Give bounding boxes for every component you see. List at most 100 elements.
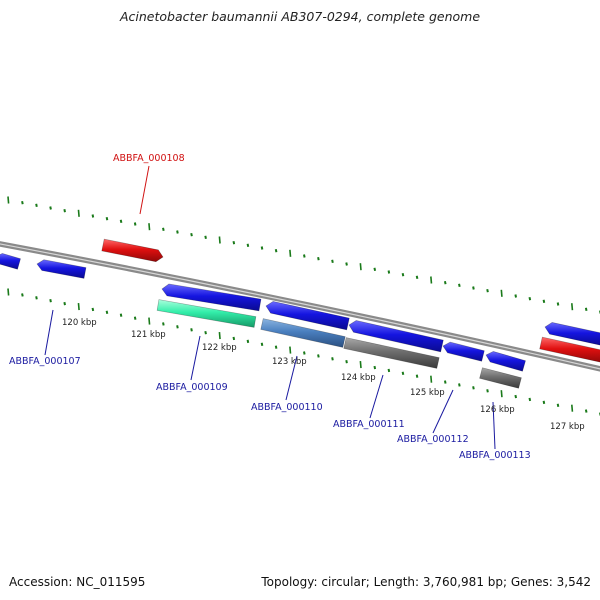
- gene-label-abbfa-000107[interactable]: ABBFA_000107: [9, 356, 81, 367]
- map-title: Acinetobacter baumannii AB307-0294, comp…: [119, 9, 481, 24]
- inner-tick: [556, 403, 560, 407]
- scale-label: 123 kbp: [272, 357, 307, 367]
- gene-label-abbfa-000109[interactable]: ABBFA_000109: [156, 382, 228, 393]
- inner-tick: [260, 342, 264, 346]
- outer-tick: [472, 286, 475, 290]
- gene-feature-block-d: [485, 351, 526, 372]
- inner-tick: [49, 299, 52, 303]
- outer-tick: [486, 288, 489, 293]
- outer-tick: [260, 246, 264, 250]
- gene-label-abbfa-000113[interactable]: ABBFA_000113: [459, 450, 531, 461]
- inner-tick: [514, 394, 518, 399]
- gene-feature-right-blue: [544, 322, 600, 346]
- scale-label: 125 kbp: [410, 388, 445, 398]
- outer-tick: [246, 243, 250, 248]
- outer-tick: [359, 263, 362, 271]
- label-leader-line: [432, 389, 454, 434]
- inner-tick: [317, 354, 320, 358]
- tick-marks: [7, 196, 600, 416]
- outer-tick: [556, 302, 560, 306]
- scale-label: 121 kbp: [131, 330, 166, 340]
- gene-label-abbfa-000108[interactable]: ABBFA_000108: [113, 153, 185, 164]
- gene-feature-000112: [442, 341, 485, 362]
- inner-tick: [430, 375, 433, 383]
- inner-tick: [232, 336, 236, 341]
- outer-tick: [133, 222, 137, 226]
- outer-tick: [430, 276, 433, 284]
- inner-tick: [359, 361, 362, 369]
- inner-tick: [105, 310, 109, 315]
- inner-tick: [7, 288, 10, 296]
- gene-feature-left-edge: [0, 253, 21, 270]
- gene-feature-000107: [36, 259, 87, 279]
- gene-feature-000109: [156, 299, 257, 328]
- label-leader-lines: [44, 165, 496, 450]
- inner-tick: [133, 316, 137, 320]
- gene-labels: ABBFA_000107 ABBFA_000108 ABBFA_000109 ABBF…: [9, 153, 531, 461]
- inner-tick: [584, 409, 588, 413]
- outer-tick: [345, 262, 348, 266]
- inner-tick: [415, 374, 419, 378]
- outer-tick: [35, 203, 38, 208]
- outer-tick: [190, 232, 193, 237]
- outer-tick: [176, 230, 179, 234]
- outer-tick: [7, 196, 10, 204]
- gene-feature-right-red: [539, 336, 600, 363]
- inner-tick: [542, 400, 546, 405]
- outer-tick: [373, 267, 377, 272]
- gene-label-abbfa-000112[interactable]: ABBFA_000112: [397, 434, 469, 445]
- inner-tick: [401, 371, 405, 376]
- label-leader-line: [139, 165, 150, 215]
- label-leader-line: [190, 335, 201, 381]
- outer-tick: [218, 236, 221, 244]
- outer-tick: [63, 208, 66, 213]
- inner-tick: [458, 383, 461, 387]
- gene-label-abbfa-000110[interactable]: ABBFA_000110: [251, 402, 323, 413]
- gene-label-abbfa-000111[interactable]: ABBFA_000111: [333, 419, 405, 430]
- outer-tick: [584, 307, 588, 312]
- inner-tick: [443, 380, 447, 384]
- inner-tick: [331, 357, 334, 361]
- inner-tick: [373, 365, 377, 370]
- inner-tick: [289, 346, 292, 354]
- gene-feature-000111: [343, 337, 440, 369]
- inner-tick: [63, 301, 66, 306]
- gene-feature-000113: [479, 367, 522, 389]
- outer-tick: [331, 259, 334, 264]
- scale-label: 122 kbp: [202, 343, 237, 353]
- inner-tick: [387, 368, 391, 373]
- label-leader-line: [285, 355, 298, 401]
- label-leader-line: [369, 374, 384, 419]
- scale-labels: 120 kbp 121 kbp 122 kbp 123 kbp 124 kbp 125 k…: [62, 318, 585, 432]
- outer-tick: [571, 303, 574, 311]
- scale-label: 124 kbp: [341, 373, 376, 383]
- gene-feature-000110: [260, 318, 346, 348]
- scale-label: 120 kbp: [62, 318, 97, 328]
- accession-text: Accession: NC_011595: [9, 575, 146, 589]
- inner-tick: [472, 386, 475, 390]
- outer-tick: [514, 294, 518, 298]
- inner-tick: [204, 330, 207, 335]
- outer-tick: [232, 240, 236, 245]
- outer-tick: [401, 272, 405, 277]
- label-leader-line: [492, 401, 496, 450]
- gene-feature-000108: [101, 238, 164, 263]
- gene-feature-block-a: [161, 283, 262, 312]
- inner-tick: [528, 397, 532, 402]
- outer-tick: [21, 200, 24, 205]
- genome-backbone-inner: [0, 243, 600, 370]
- outer-tick: [91, 214, 95, 218]
- outer-tick: [415, 275, 419, 280]
- genome-backbone: [0, 241, 600, 372]
- inner-tick: [571, 404, 574, 412]
- label-leader-line: [44, 309, 54, 356]
- inner-tick: [303, 351, 306, 355]
- inner-tick: [176, 325, 179, 329]
- outer-tick: [274, 248, 278, 253]
- inner-tick: [486, 389, 489, 393]
- inner-tick: [77, 302, 80, 311]
- inner-tick: [218, 332, 221, 340]
- outer-tick: [303, 254, 306, 258]
